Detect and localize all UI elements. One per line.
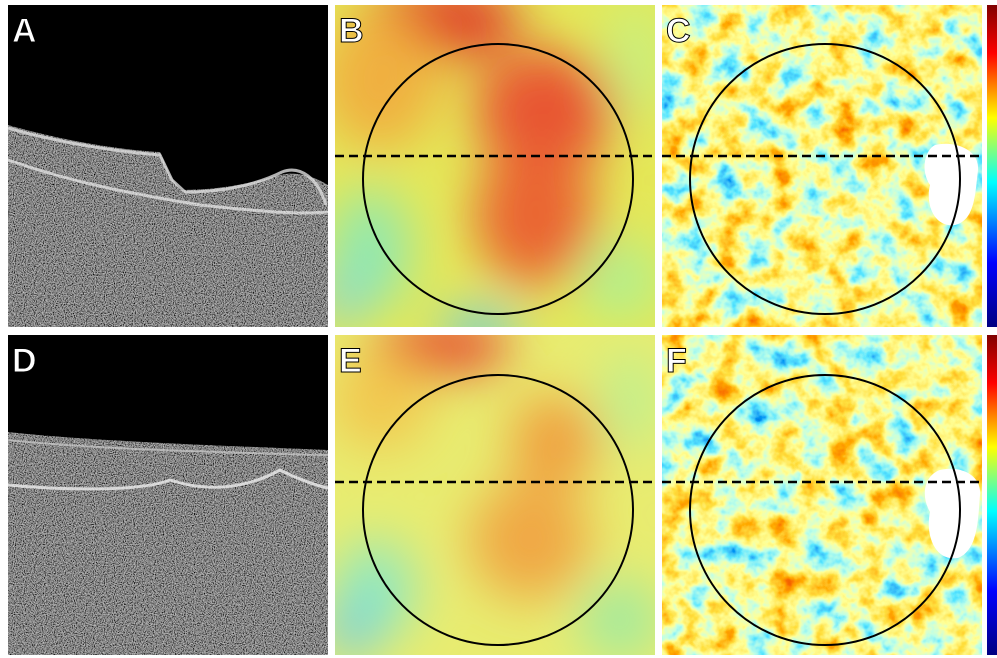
heatmap-panel: B [320,0,665,350]
colorbar [987,335,997,655]
panel-label: A [12,12,37,50]
panel-label: E [339,342,362,380]
heatmap-panel: E [330,315,660,658]
panel-label: B [339,12,364,50]
flow-map-panel: F [662,335,982,655]
colorbar [987,5,997,327]
figure: A D B [0,0,997,658]
panel-label: C [666,12,691,50]
flow-map-panel: C [662,5,982,327]
oct-panel: A [8,5,328,327]
oct-panel: D [8,335,328,655]
panel-label: F [666,342,687,380]
panel-label: D [12,342,37,380]
